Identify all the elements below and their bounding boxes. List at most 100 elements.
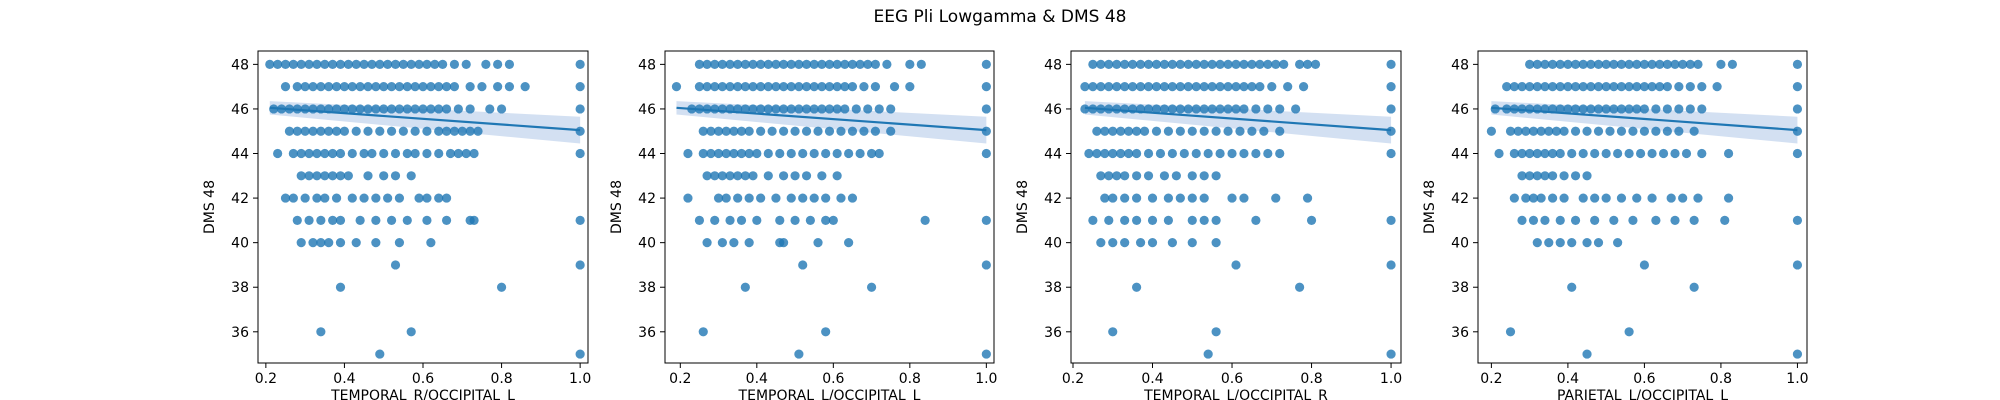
data-point <box>1697 104 1707 114</box>
data-point <box>379 148 389 159</box>
subplot-grid: 0.2 0.4 0.6 0.8 1.0 36 38 40 42 44 46 48 TEMPORAL_R/… <box>202 50 1809 400</box>
data-point <box>1662 59 1672 69</box>
data-point <box>1792 104 1803 114</box>
data-point <box>1295 282 1305 292</box>
data-point <box>296 59 306 69</box>
data-point <box>794 104 804 114</box>
data-point <box>1211 238 1221 248</box>
data-point <box>1578 59 1588 69</box>
data-point <box>386 82 397 92</box>
data-point <box>324 238 334 248</box>
data-point <box>280 193 291 203</box>
data-point <box>1567 282 1577 292</box>
data-point <box>1689 215 1699 225</box>
data-point <box>1199 82 1209 92</box>
data-point <box>1616 104 1627 114</box>
data-point <box>1567 148 1577 159</box>
data-point <box>1639 260 1650 270</box>
data-point <box>1639 82 1650 92</box>
data-point <box>1601 148 1611 159</box>
data-point <box>300 82 310 92</box>
data-point <box>386 104 397 114</box>
data-point <box>794 59 804 69</box>
data-point <box>363 126 373 136</box>
data-point <box>335 148 346 159</box>
data-point <box>426 238 436 248</box>
data-point <box>1689 126 1699 136</box>
data-point <box>748 171 758 181</box>
data-point <box>273 59 283 69</box>
data-point <box>1547 148 1558 159</box>
data-point <box>725 215 735 225</box>
data-point <box>740 282 750 292</box>
regression-line <box>269 106 581 132</box>
data-point <box>863 104 873 114</box>
data-point <box>1712 82 1722 92</box>
x-axis-label: TEMPORAL_L/OCCIPITAL_L <box>738 388 921 400</box>
data-point <box>1151 82 1162 92</box>
data-point <box>721 148 731 159</box>
data-point <box>1632 82 1642 92</box>
data-point <box>449 126 460 136</box>
y-axis-label: DMS 48 <box>1015 180 1031 234</box>
x-tick-label: 0.6 <box>1633 371 1655 387</box>
data-point <box>1674 82 1684 92</box>
data-point <box>1187 126 1197 136</box>
data-point <box>1175 193 1185 203</box>
data-point <box>375 349 385 359</box>
data-point <box>1616 59 1627 69</box>
data-point <box>844 148 854 159</box>
data-point <box>1251 148 1261 159</box>
regression-line <box>676 106 987 132</box>
data-point <box>1135 238 1146 248</box>
data-point <box>786 193 796 203</box>
data-point <box>1486 126 1496 136</box>
data-point <box>1601 82 1611 92</box>
data-point <box>736 148 747 159</box>
data-point <box>1163 126 1174 136</box>
data-point <box>813 238 823 248</box>
data-point <box>1187 193 1197 203</box>
data-point <box>1540 148 1550 159</box>
y-tick-label: 44 <box>638 147 656 163</box>
data-point <box>1505 126 1516 136</box>
data-point <box>1120 193 1130 203</box>
data-point <box>1231 82 1241 92</box>
data-point <box>1567 238 1577 248</box>
data-point <box>866 282 877 292</box>
data-point <box>767 126 777 136</box>
data-point <box>694 59 705 69</box>
data-point <box>402 148 412 159</box>
data-point <box>418 82 428 92</box>
data-point <box>390 59 401 69</box>
data-point <box>832 171 842 181</box>
data-point <box>430 59 440 69</box>
x-tick-label: 0.8 <box>490 371 512 387</box>
data-point <box>1310 59 1321 69</box>
data-point <box>710 82 720 92</box>
data-point <box>1386 104 1396 114</box>
data-point <box>771 193 781 203</box>
data-point <box>1255 82 1265 92</box>
data-point <box>1183 104 1193 114</box>
data-point <box>763 104 773 114</box>
data-point <box>1632 193 1642 203</box>
data-point <box>1211 171 1221 181</box>
data-point <box>821 327 831 337</box>
data-point <box>449 82 460 92</box>
data-point <box>394 104 405 114</box>
data-point <box>763 171 773 181</box>
data-point <box>832 59 842 69</box>
data-point <box>905 82 915 92</box>
data-point <box>1616 126 1627 136</box>
data-point <box>809 104 819 114</box>
data-point <box>1175 126 1185 136</box>
data-point <box>371 82 381 92</box>
data-point <box>1231 104 1241 114</box>
data-point <box>493 59 503 69</box>
data-point <box>371 193 381 203</box>
data-point <box>813 126 823 136</box>
data-point <box>886 126 896 136</box>
data-point <box>790 171 800 181</box>
data-point <box>744 193 754 203</box>
